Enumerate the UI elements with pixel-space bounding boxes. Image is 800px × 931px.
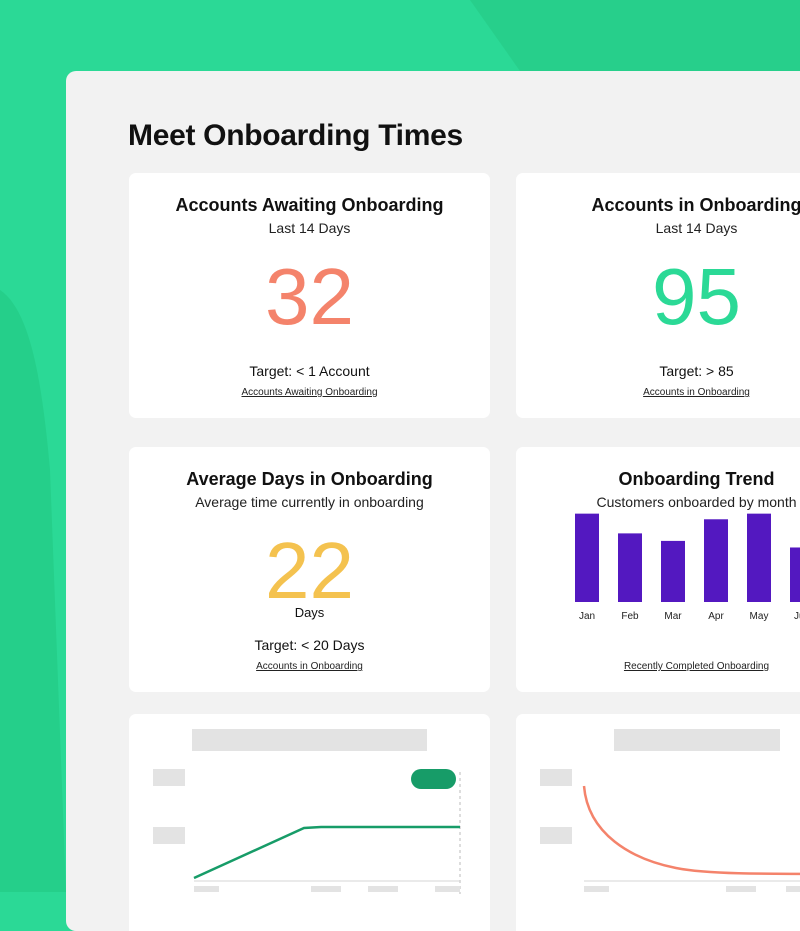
target-text: Target: > 85 [659,363,734,379]
placeholder-tick [368,886,398,892]
card-subtitle: Customers onboarded by month [596,494,797,510]
x-tick-label: Feb [621,611,639,622]
x-tick-label: May [750,611,769,622]
card-subtitle: Last 14 Days [655,220,738,236]
placeholder-pill [411,769,456,789]
x-tick-label: Jan [579,611,595,622]
placeholder-decay-chart [582,785,800,892]
bar-jan [575,513,599,602]
accounts-in-onboarding-link[interactable]: Accounts in Onboarding [256,661,363,672]
card-subtitle: Last 14 Days [268,220,351,236]
card-onboarding-trend: Onboarding Trend Customers onboarded by … [516,447,800,692]
card-title: Accounts in Onboarding [591,195,800,215]
placeholder-line [193,825,460,880]
placeholder-tick [726,886,756,892]
bar-jun [790,547,800,602]
placeholder-title-bar [192,729,427,751]
bar-apr [704,519,728,602]
x-tick-label: Apr [708,611,724,622]
x-tick-label: Mar [664,611,682,622]
dashboard-panel: Meet Onboarding Times Accounts Awaiting … [66,71,800,931]
x-tick-label: Jun [794,611,800,622]
metric-value: 95 [652,252,741,341]
target-text: Target: < 20 Days [254,637,365,653]
placeholder-tick [311,886,341,892]
page-title: Meet Onboarding Times [128,119,463,152]
accounts-awaiting-link[interactable]: Accounts Awaiting Onboarding [241,387,378,398]
metric-value: 22 [265,526,354,615]
target-text: Target: < 1 Account [249,363,370,379]
placeholder-axis-label [153,769,185,786]
card-average-days: Average Days in Onboarding Average time … [129,447,490,692]
background-decoration [0,0,800,892]
recently-completed-link[interactable]: Recently Completed Onboarding [623,661,770,672]
placeholder-axis-label [540,769,572,786]
placeholder-tick [584,886,609,892]
card-accounts-in-onboarding: Accounts in Onboarding Last 14 Days 95 T… [516,173,800,418]
metric-value: 32 [265,252,354,341]
placeholder-tick [786,886,800,892]
bar-feb [618,533,642,602]
card-title: Onboarding Trend [618,469,775,489]
metric-units: Days [294,605,325,620]
card-title: Average Days in Onboarding [186,469,433,489]
bar-mar [661,540,685,602]
card-accounts-awaiting: Accounts Awaiting Onboarding Last 14 Day… [129,173,490,418]
placeholder-title-bar [614,729,780,751]
card-subtitle: Average time currently in onboarding [195,494,424,510]
placeholder-line-chart [193,769,461,894]
card-placeholder-line-chart [129,714,490,931]
placeholder-tick [194,886,219,892]
card-title: Accounts Awaiting Onboarding [175,195,444,215]
placeholder-tick [435,886,460,892]
accounts-in-onboarding-link[interactable]: Accounts in Onboarding [643,387,750,398]
bar-may [747,513,771,602]
placeholder-decay-line [582,785,800,876]
onboarding-trend-chart: Jan Feb Mar Apr May Jun [575,513,800,622]
placeholder-axis-label [153,827,185,844]
card-placeholder-decay-chart [516,714,800,931]
placeholder-axis-label [540,827,572,844]
